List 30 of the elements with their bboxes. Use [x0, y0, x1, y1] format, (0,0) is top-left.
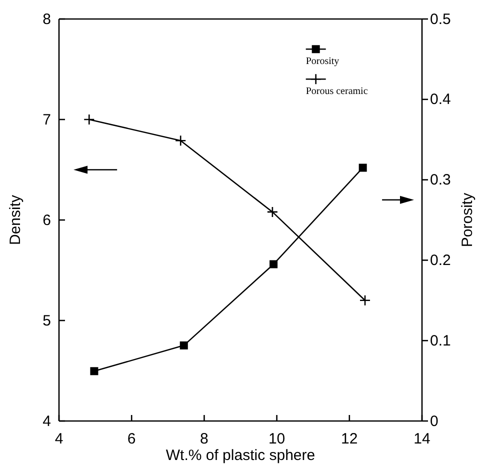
y-tick-label: 7: [42, 111, 51, 128]
point: [180, 341, 188, 350]
y-tick-label: 5: [42, 312, 51, 330]
y-tick-label: 6: [42, 212, 51, 229]
x-axis-title: Wt.% of plastic sphere: [166, 447, 316, 464]
y2-tick-label: 0.5: [430, 10, 451, 28]
y2-tick-label: 0: [430, 412, 438, 430]
y2-tick-label: 0.3: [430, 172, 451, 189]
y2-tick-label: 0.4: [430, 91, 451, 108]
x-tick-label: 12: [341, 430, 358, 448]
point: [270, 260, 278, 268]
point: [174, 134, 186, 146]
point: [266, 206, 278, 218]
point: [90, 367, 98, 376]
y2-tick-label: 0.1: [430, 332, 451, 350]
x-tick-label: 8: [200, 430, 208, 448]
x-tick-label: 4: [54, 430, 64, 448]
legend-label: Porosity: [306, 56, 340, 68]
point: [359, 294, 371, 306]
x-tick-label: 14: [414, 430, 430, 448]
point: [83, 114, 95, 126]
point: [358, 164, 367, 172]
y-tick-label: 4: [42, 412, 51, 430]
x-tick-label: 10: [268, 430, 286, 448]
y2-tick-label: 0.2: [430, 252, 451, 269]
x-tick-label: 6: [127, 430, 136, 448]
y-tick-label: 8: [42, 10, 51, 28]
legend-label: Porous ceramic: [306, 86, 368, 98]
y-axis-title: Density: [7, 194, 24, 246]
y2-axis-title: Porosity: [459, 192, 476, 248]
